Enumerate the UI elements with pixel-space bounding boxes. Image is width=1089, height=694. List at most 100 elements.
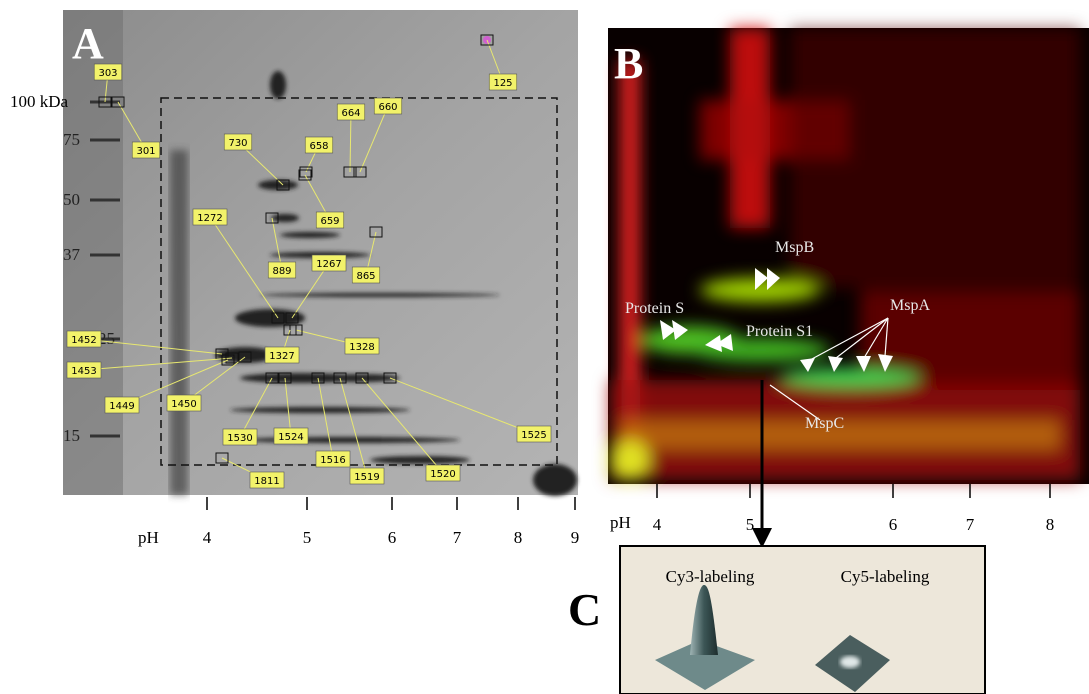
label-box — [273, 427, 309, 445]
spot-outline — [276, 179, 290, 191]
spot-id: 1450 — [171, 399, 196, 410]
annotation: Protein S1 — [746, 323, 813, 340]
spot-id: 1516 — [320, 455, 345, 466]
spot-id: 1452 — [71, 335, 96, 346]
annotation: MspB — [775, 239, 814, 256]
tick-label: 6 — [889, 515, 898, 534]
spot-outline — [238, 351, 252, 363]
tick-label: 4 — [203, 528, 212, 547]
spot-outline — [383, 372, 397, 384]
spot-id: 659 — [320, 216, 339, 227]
spot-id: 1328 — [349, 342, 374, 353]
spot-label: 1267 — [285, 254, 347, 324]
label-box — [311, 254, 347, 272]
spot-label: 125 — [480, 34, 518, 91]
annotation: MspA — [890, 297, 930, 314]
gel-a — [63, 10, 578, 496]
spot-label: 301 — [111, 96, 161, 159]
spot-label: 1327 — [264, 324, 300, 364]
panel-label: C — [568, 584, 601, 635]
spot-id: 660 — [378, 102, 397, 113]
spot-id: 125 — [493, 78, 512, 89]
tick-label: 7 — [966, 515, 975, 534]
label-box — [93, 63, 123, 81]
spot-outline — [111, 96, 125, 108]
axis-label: pH — [610, 513, 631, 532]
mw-label: 100 kDa — [10, 92, 69, 111]
leader-line — [349, 111, 352, 173]
label-box — [315, 211, 345, 229]
spot-outline — [98, 96, 112, 108]
spot-label: 1449 — [104, 354, 235, 414]
label-box — [66, 330, 102, 348]
spot-label: 303 — [93, 63, 123, 108]
spot-label: 865 — [351, 226, 383, 284]
spot-outline — [298, 169, 312, 181]
spot-id: 1525 — [521, 430, 546, 441]
mw-label: 37 — [63, 245, 81, 264]
spot-outline — [225, 352, 239, 364]
panel-c — [619, 545, 986, 694]
label-box — [166, 394, 202, 412]
leader-line — [361, 377, 444, 474]
spot-outline — [311, 372, 325, 384]
label-box — [192, 208, 228, 226]
spot-id: 1272 — [197, 213, 222, 224]
tick-label: 5 — [303, 528, 312, 547]
tick-label: 8 — [514, 528, 523, 547]
leader-line — [284, 377, 292, 437]
spot-outline — [221, 354, 235, 366]
leader-line — [291, 262, 330, 319]
spot-outline — [271, 312, 285, 324]
label-box — [223, 133, 253, 151]
spot-id: 1327 — [269, 351, 294, 362]
spot-outline — [343, 166, 357, 178]
axis-label: pH — [138, 528, 159, 547]
spot-id: 1449 — [109, 401, 134, 412]
spot-label: 1328 — [289, 324, 380, 355]
spot-id: 1267 — [316, 259, 341, 270]
spot-label: 660 — [353, 97, 403, 178]
spot-label: 1525 — [383, 372, 552, 443]
spot-label: 1272 — [192, 208, 285, 324]
leader-line — [121, 359, 229, 406]
spot-label: 1524 — [273, 372, 309, 445]
leader-line — [209, 216, 279, 319]
panel-label: A — [72, 19, 104, 68]
tick-label: 5 — [746, 515, 755, 534]
label-box — [336, 103, 366, 121]
leader-line — [359, 105, 389, 173]
mw-label: 75 — [63, 130, 80, 149]
spot-id: 730 — [228, 138, 247, 149]
spot-id: 1520 — [430, 469, 455, 480]
spot-label: 1450 — [166, 351, 252, 412]
spot-id: 1453 — [71, 366, 96, 377]
tick-label: 9 — [571, 528, 580, 547]
arrow-head — [752, 528, 772, 548]
mw-label: 50 — [63, 190, 80, 209]
label-box — [351, 266, 381, 284]
tick-label: 7 — [453, 528, 462, 547]
spot-outline — [278, 372, 292, 384]
mw-label: 15 — [63, 426, 80, 445]
spot-id: 658 — [309, 141, 328, 152]
spot-label: 1530 — [222, 372, 279, 446]
leader-line — [83, 357, 233, 371]
spot-outline — [353, 166, 367, 178]
spot-id: 889 — [272, 266, 291, 277]
spot-label: 730 — [223, 133, 290, 191]
spot-id: 1519 — [354, 472, 379, 483]
subpanel-title: Cy3-labeling — [666, 567, 755, 586]
tick-label: 8 — [1046, 515, 1055, 534]
spot-label: 1516 — [311, 372, 351, 468]
gel-b — [608, 28, 1089, 484]
label-box — [344, 337, 380, 355]
label-box — [104, 396, 140, 414]
spot-outline — [480, 34, 494, 46]
spot-id: 664 — [341, 108, 360, 119]
label-box — [222, 428, 258, 446]
spot-id: 1530 — [227, 433, 252, 444]
leader-line — [271, 217, 283, 271]
spot-id: 301 — [136, 146, 155, 157]
spot-outline — [283, 324, 297, 336]
